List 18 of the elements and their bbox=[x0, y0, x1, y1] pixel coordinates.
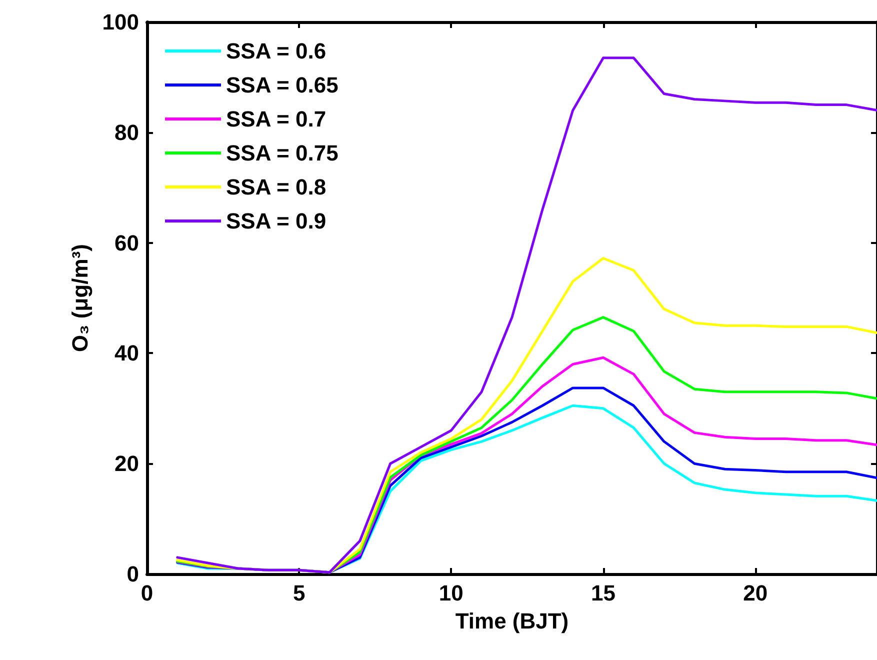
x-tick-label: 20 bbox=[743, 580, 768, 606]
y-tick-label: 20 bbox=[114, 451, 139, 476]
legend-label: SSA = 0.8 bbox=[226, 174, 326, 200]
x-tick-label: 5 bbox=[292, 580, 306, 606]
legend-label: SSA = 0.6 bbox=[226, 38, 326, 64]
legend-label: SSA = 0.65 bbox=[226, 72, 338, 98]
y-tick-label: 40 bbox=[114, 340, 139, 366]
y-tick-label: 0 bbox=[126, 562, 139, 586]
x-tick-label: 15 bbox=[591, 580, 616, 606]
y-tick-label: 100 bbox=[102, 10, 139, 34]
x-axis-title: Time (BJT) bbox=[455, 608, 569, 634]
y-tick-label: 60 bbox=[114, 230, 139, 256]
legend-label: SSA = 0.75 bbox=[226, 140, 338, 166]
legend-label: SSA = 0.7 bbox=[226, 106, 326, 132]
y-tick-label: 80 bbox=[114, 120, 139, 145]
legend-label: SSA = 0.9 bbox=[226, 208, 326, 234]
y-axis-title: O₃ (μg/m³) bbox=[68, 244, 92, 352]
x-tick-label: 10 bbox=[438, 580, 464, 606]
